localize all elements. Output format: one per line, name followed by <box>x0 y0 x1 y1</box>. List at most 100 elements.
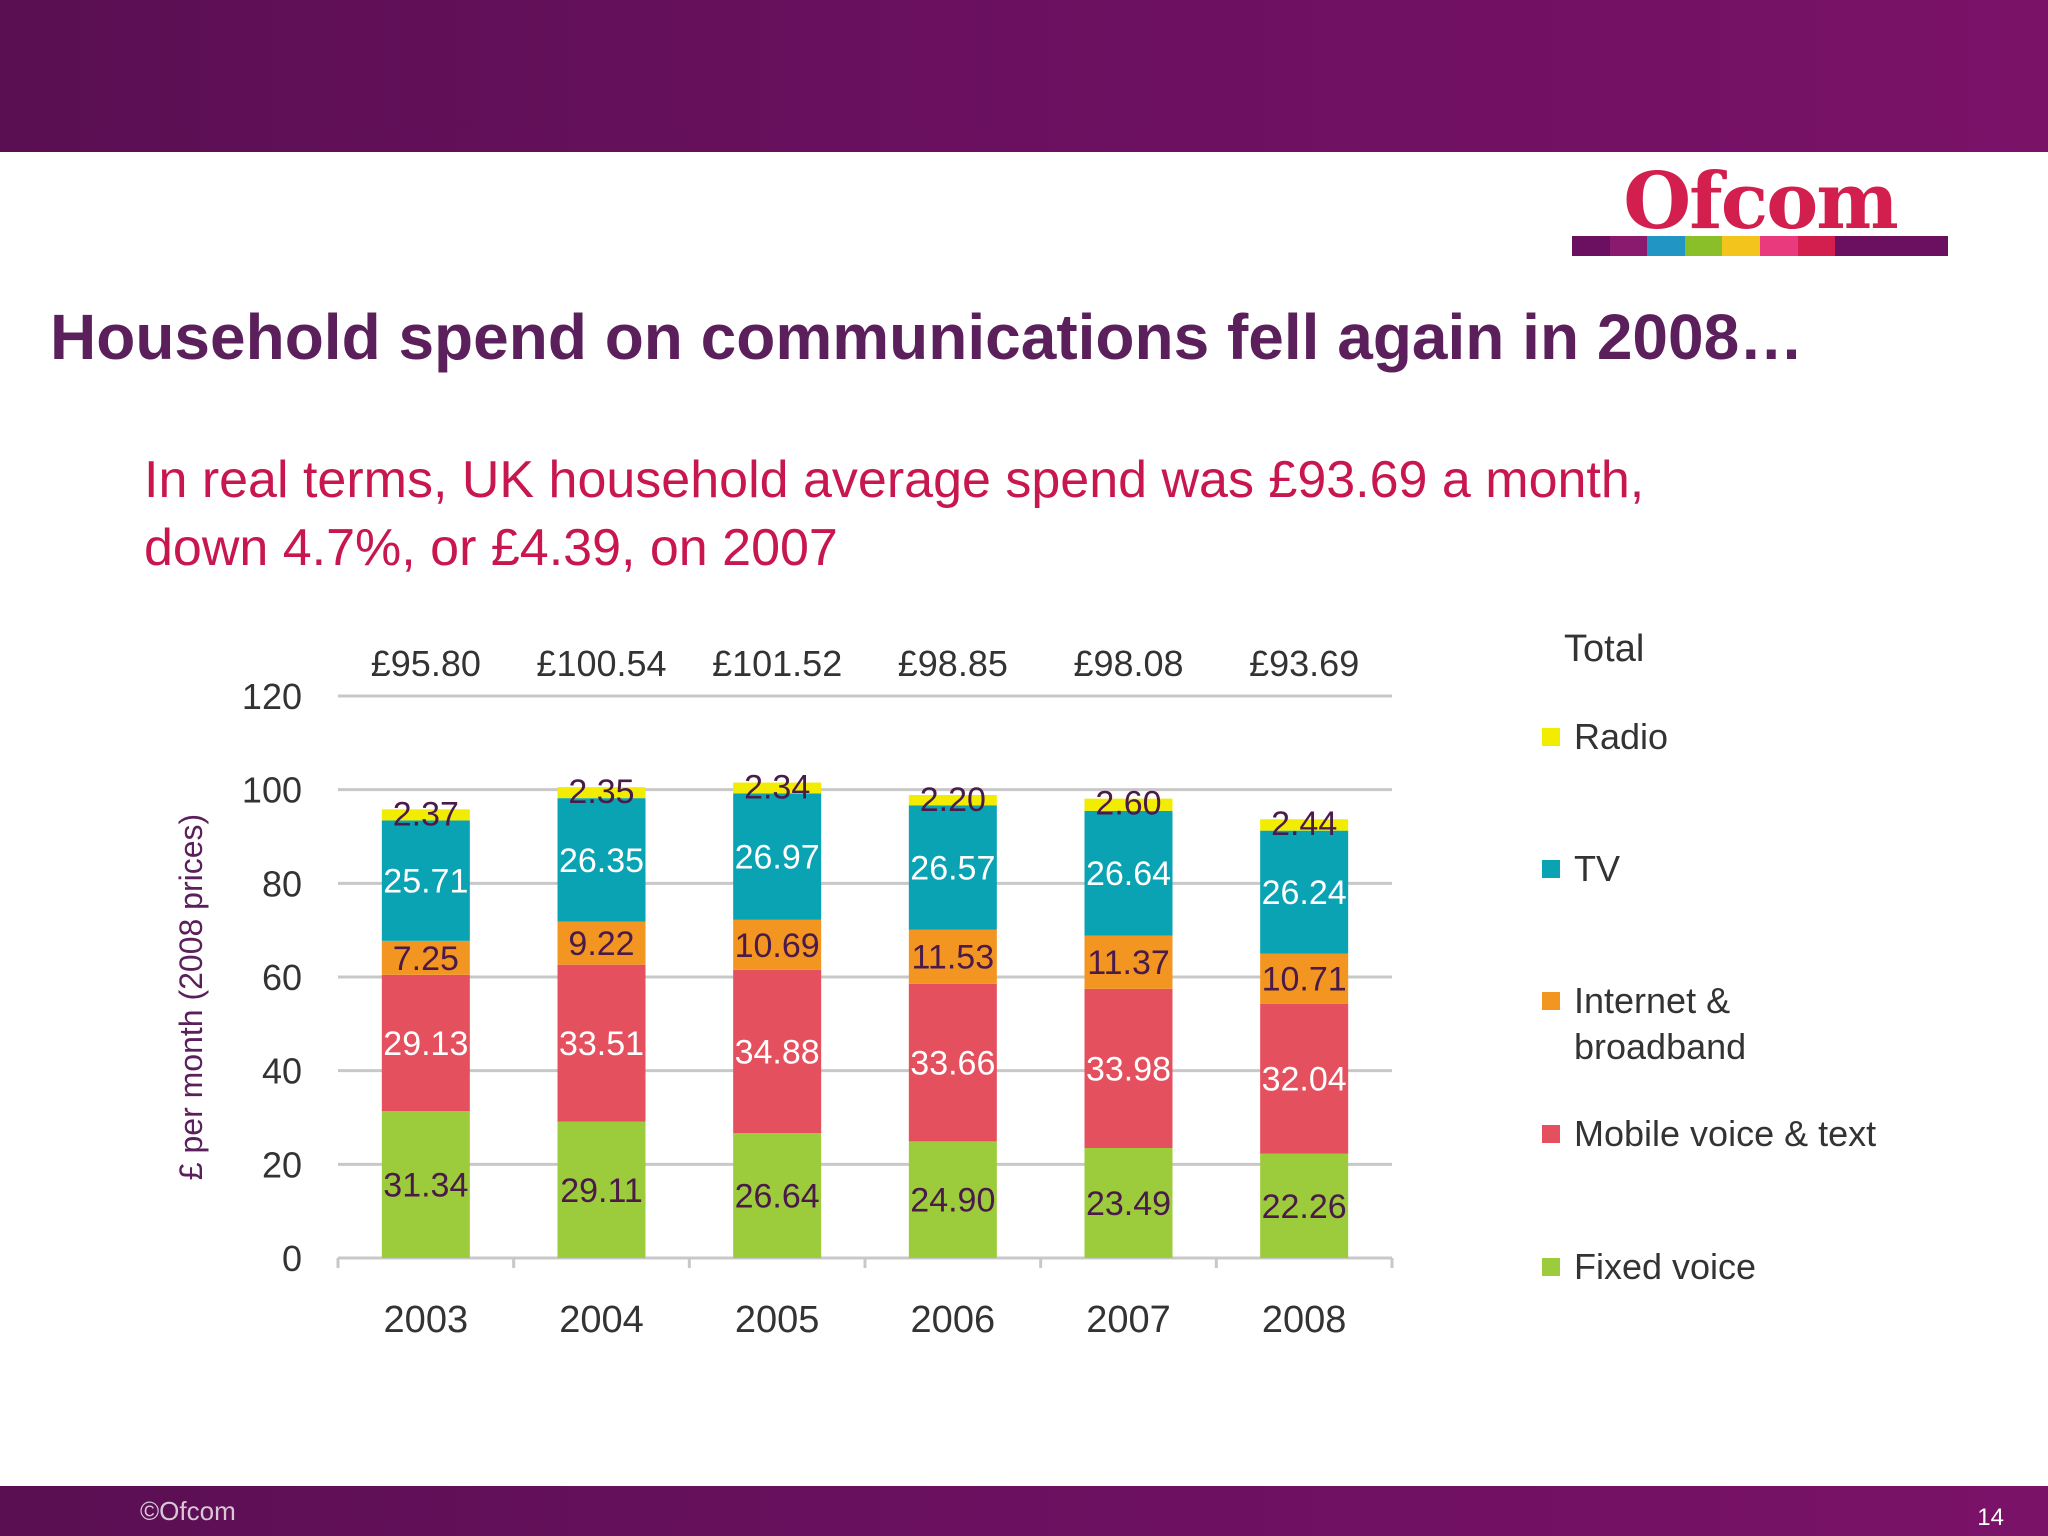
y-tick-label: 80 <box>262 863 302 904</box>
legend-label: Internet & broadband <box>1574 980 1747 1067</box>
bar-segment <box>1084 798 1173 811</box>
legend-swatch <box>1542 1125 1560 1143</box>
logo-color-strip <box>1572 236 1948 256</box>
bar-segment <box>557 787 646 799</box>
data-label: 25.71 <box>383 863 468 901</box>
bar-segment <box>1260 819 1349 831</box>
page-number: 14 <box>1977 1504 2004 1531</box>
data-label: 11.37 <box>1087 944 1170 982</box>
data-label: 10.71 <box>1262 961 1347 999</box>
bar-segment <box>908 805 997 930</box>
data-label: 24.90 <box>910 1182 995 1220</box>
data-label: 23.49 <box>1086 1185 1171 1223</box>
total-label: £98.85 <box>898 643 1008 684</box>
data-label: 26.24 <box>1262 874 1347 912</box>
bar-segment <box>733 919 822 970</box>
bar-segment <box>733 1133 822 1258</box>
legend-label: Radio <box>1574 716 1669 757</box>
bar-segment <box>381 820 470 941</box>
data-label: 34.88 <box>735 1034 820 1072</box>
logo-strip-segment <box>1910 236 1948 256</box>
total-label: £100.54 <box>536 643 666 684</box>
data-label: 2.37 <box>393 795 459 833</box>
total-label: £101.52 <box>712 643 842 684</box>
footer-band <box>0 1486 2048 1536</box>
bar-segment <box>1084 810 1173 936</box>
bar-segment <box>381 1111 470 1258</box>
data-label: 2.20 <box>920 781 986 819</box>
bar-segment <box>381 974 470 1112</box>
logo-strip-segment <box>1722 236 1760 256</box>
logo-strip-segment <box>1684 236 1723 256</box>
y-axis-label: £ per month (2008 prices) <box>173 814 209 1180</box>
bar-segment <box>1260 1003 1349 1154</box>
x-tick-label: 2004 <box>559 1299 644 1341</box>
data-label: 2.35 <box>568 773 634 811</box>
legend-swatch <box>1542 728 1560 746</box>
x-tick-label: 2005 <box>735 1299 820 1341</box>
logo-strip-segment <box>1647 236 1685 256</box>
logo-strip-segment <box>1835 236 1873 256</box>
legend-swatch <box>1542 992 1560 1010</box>
x-tick-label: 2006 <box>911 1299 996 1341</box>
subtitle-line-2: down 4.7%, or £4.39, on 2007 <box>144 519 838 577</box>
bar-segment <box>1260 953 1349 1004</box>
y-tick-label: 100 <box>242 770 302 811</box>
logo-strip-segment <box>1572 236 1610 256</box>
data-label: 9.22 <box>568 925 634 963</box>
data-label: 31.34 <box>383 1167 468 1205</box>
bar-segment <box>908 983 997 1142</box>
bar-segment <box>1084 988 1173 1148</box>
page-title: Household spend on communications fell a… <box>50 301 1804 373</box>
subtitle-line-1: In real terms, UK household average spen… <box>144 451 1645 509</box>
data-label: 26.64 <box>735 1178 820 1216</box>
total-label: £98.08 <box>1073 643 1183 684</box>
legend-swatch <box>1542 1258 1560 1276</box>
data-label: 22.26 <box>1262 1188 1347 1226</box>
bar-segment <box>557 964 646 1122</box>
legend-title: Total <box>1564 628 1645 670</box>
data-label: 29.13 <box>383 1025 468 1063</box>
data-label: 26.64 <box>1086 855 1171 893</box>
logo-strip-segment <box>1797 236 1836 256</box>
total-label: £93.69 <box>1249 643 1359 684</box>
y-tick-label: 0 <box>282 1238 302 1279</box>
bar-segment <box>733 969 822 1134</box>
legend-label: Mobile voice & text <box>1574 1113 1877 1154</box>
bar-segment <box>1260 830 1349 954</box>
copyright-text: ©Ofcom <box>140 1496 236 1526</box>
data-label: 26.57 <box>910 850 995 888</box>
data-label: 29.11 <box>560 1172 643 1210</box>
logo-wordmark: Ofcom <box>1623 156 1899 247</box>
legend-label: Fixed voice <box>1574 1246 1757 1287</box>
ofcom-logo: Ofcom <box>1572 156 1948 270</box>
bar-segment <box>908 929 997 984</box>
data-label: 10.69 <box>735 927 820 965</box>
bar-segment <box>557 1121 646 1258</box>
header-band <box>0 0 2048 152</box>
data-label: 33.66 <box>910 1045 995 1083</box>
data-label: 33.98 <box>1086 1050 1171 1088</box>
logo-strip-segment <box>1609 236 1648 256</box>
logo-strip-segment <box>1872 236 1911 256</box>
bar-segment <box>908 795 997 806</box>
x-tick-label: 2003 <box>384 1299 469 1341</box>
data-label: 26.35 <box>559 842 644 880</box>
data-label: 7.25 <box>393 940 459 978</box>
data-label: 33.51 <box>559 1025 644 1063</box>
bar-segment <box>1084 1147 1173 1258</box>
data-label: 32.04 <box>1262 1061 1347 1099</box>
bar-segment <box>381 940 470 975</box>
x-tick-label: 2007 <box>1086 1299 1171 1341</box>
bar-segment <box>381 809 470 821</box>
y-tick-label: 120 <box>242 676 302 717</box>
stacked-bar-chart: 0 20 40 60 80 100 120 £ per month (2008 prices)… <box>173 643 1394 1341</box>
bar-segment <box>1084 935 1173 989</box>
data-label: 11.53 <box>912 939 995 977</box>
y-tick-label: 60 <box>262 957 302 998</box>
bar-segment <box>733 793 822 920</box>
bar-segment <box>557 921 646 965</box>
logo-strip-segment <box>1759 236 1798 256</box>
bar-segment <box>1260 1153 1349 1258</box>
bar-segment <box>557 798 646 922</box>
